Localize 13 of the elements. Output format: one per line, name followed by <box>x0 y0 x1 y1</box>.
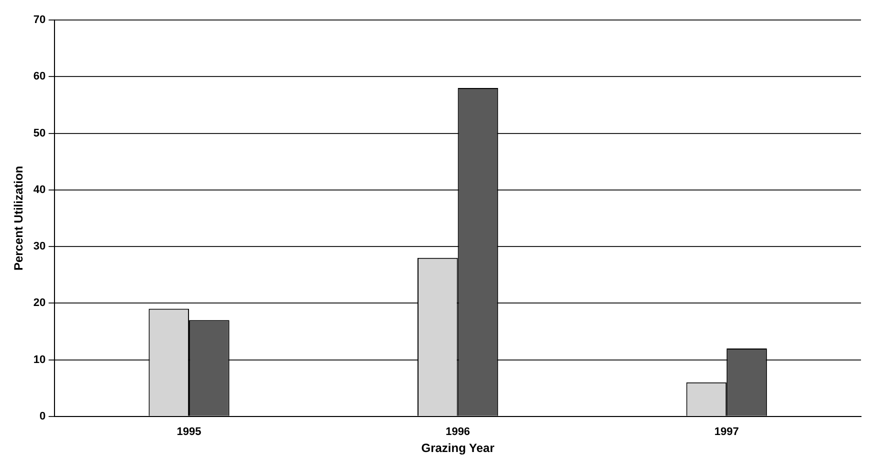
y-tick-label: 40 <box>33 184 46 196</box>
x-axis-title: Grazing Year <box>421 441 495 456</box>
y-tick-label: 20 <box>33 297 46 310</box>
y-tick-label: 70 <box>33 14 46 26</box>
y-tick-label: 10 <box>33 354 46 366</box>
y-axis-title: Percent Utilization <box>12 166 26 271</box>
y-tick-label: 50 <box>33 127 46 140</box>
x-tick-label: 1995 <box>176 426 202 438</box>
x-tick-label: 1996 <box>446 426 470 438</box>
y-tick-label: 0 <box>40 410 46 422</box>
y-tick-label: 60 <box>33 70 46 83</box>
y-tick-label: 30 <box>33 240 46 253</box>
x-tick-label: 1997 <box>714 426 739 438</box>
